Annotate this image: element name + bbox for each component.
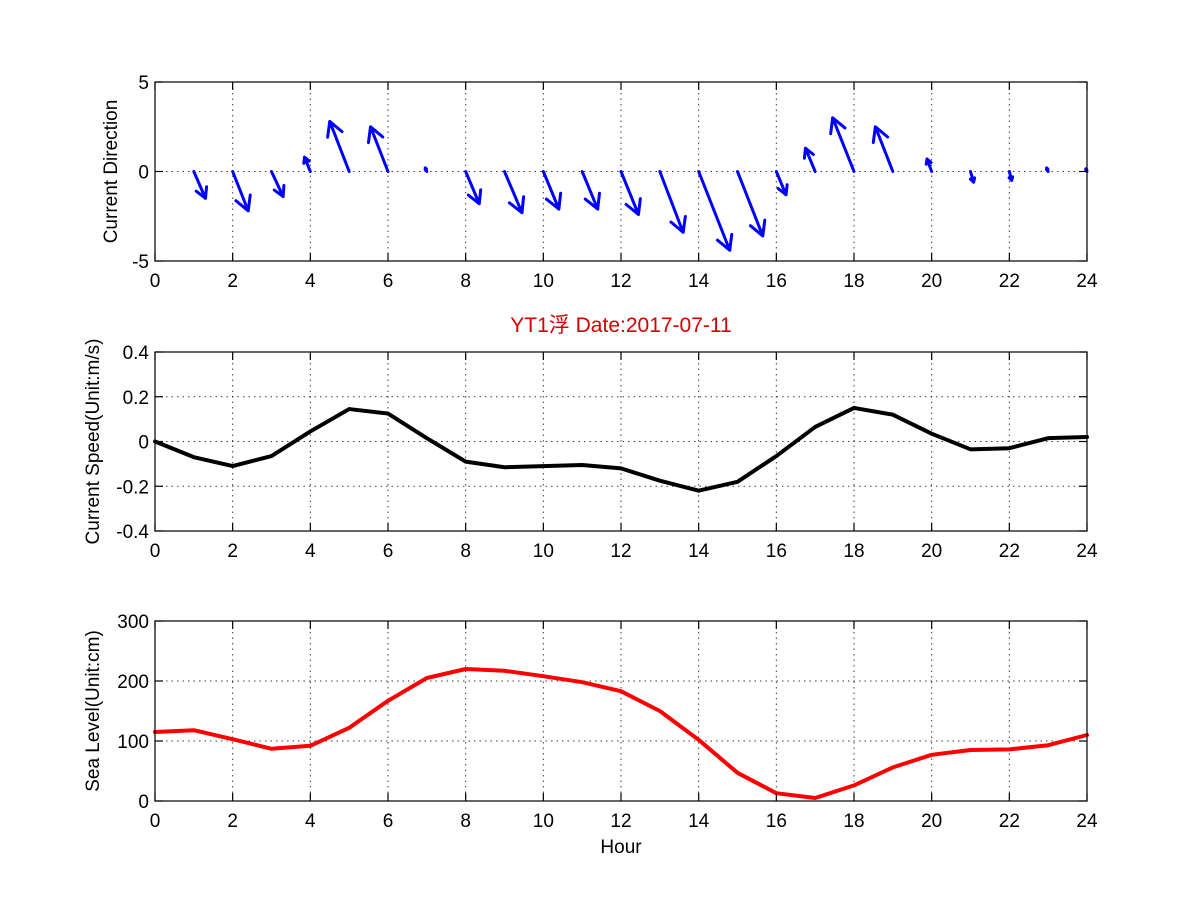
x-tick-label: 16	[766, 811, 787, 832]
x-tick-label: 0	[150, 811, 161, 832]
current-vector-arrow	[302, 155, 312, 173]
current-vector-arrow	[541, 170, 563, 211]
x-tick-label: 16	[766, 271, 787, 292]
x-tick-label: 24	[1076, 811, 1098, 832]
x-tick-label: 12	[610, 811, 631, 832]
x-tick-label: 18	[843, 271, 864, 292]
y-tick-label: 300	[117, 612, 149, 633]
current-vector-arrow	[423, 166, 429, 173]
x-tick-label: 20	[921, 541, 942, 562]
current-vector-arrow	[697, 170, 734, 252]
x-tick-label: 10	[533, 271, 554, 292]
x-tick-label: 12	[610, 541, 631, 562]
x-tick-label: 10	[533, 811, 554, 832]
current-vector-arrow	[270, 170, 286, 199]
current-vector-arrow	[658, 170, 687, 234]
sea-level-series-line	[153, 667, 1089, 800]
x-tick-label: 6	[383, 271, 394, 292]
y-axis-label: Sea Level(Unit:cm)	[83, 630, 104, 792]
x-tick-label: 2	[227, 541, 238, 562]
x-tick-label: 14	[688, 811, 710, 832]
x-tick-label: 0	[150, 271, 161, 292]
x-tick-label: 4	[305, 541, 316, 562]
current-vector-arrow	[829, 116, 856, 173]
x-tick-label: 0	[150, 541, 161, 562]
current-vector-arrow	[326, 119, 351, 173]
x-tick-label: 8	[460, 271, 471, 292]
y-axis-label: Current Speed(Unit:m/s)	[83, 339, 104, 545]
current-vector-arrow	[736, 170, 767, 238]
x-tick-label: 2	[227, 271, 238, 292]
chart-title: YT1浮 Date:2017-07-11	[510, 314, 731, 337]
x-axis-label: Hour	[600, 837, 642, 858]
y-tick-label: 0	[138, 433, 149, 454]
x-tick-label: 18	[843, 811, 864, 832]
x-tick-label: 14	[688, 541, 710, 562]
x-tick-label: 4	[305, 811, 316, 832]
x-tick-label: 20	[921, 271, 942, 292]
current-vector-arrow	[464, 170, 483, 206]
x-tick-label: 12	[610, 271, 631, 292]
y-tick-label: 5	[138, 73, 149, 94]
current-vector-arrow	[503, 170, 526, 215]
x-tick-label: 16	[766, 541, 787, 562]
current-vector-arrow	[619, 170, 642, 216]
x-tick-label: 4	[305, 271, 316, 292]
y-tick-label: 0	[138, 163, 149, 184]
x-tick-label: 8	[460, 811, 471, 832]
x-tick-label: 24	[1076, 541, 1098, 562]
current-vector-arrow	[580, 170, 601, 211]
current-vector-arrow	[774, 170, 789, 197]
x-tick-label: 20	[921, 811, 942, 832]
x-tick-label: 6	[383, 811, 394, 832]
x-tick-label: 22	[999, 811, 1020, 832]
x-tick-label: 2	[227, 811, 238, 832]
current-speed-series-line	[153, 405, 1089, 493]
x-tick-label: 22	[999, 271, 1020, 292]
current-vector-arrow	[366, 125, 390, 173]
current-vector-arrow	[802, 146, 817, 173]
current-vector-arrow	[924, 157, 934, 173]
y-tick-label: -5	[132, 252, 149, 273]
y-tick-label: -0.4	[116, 522, 149, 543]
y-axis-label: Current Direction	[101, 100, 122, 244]
current-vector-arrow	[192, 170, 209, 200]
y-tick-label: 0.2	[123, 388, 149, 409]
x-tick-label: 14	[688, 271, 710, 292]
x-tick-label: 8	[460, 541, 471, 562]
y-tick-label: 100	[117, 732, 149, 753]
current-vector-arrow	[871, 125, 895, 173]
current-speed-panel: 0 2 4 6 8 10 12 14 16 18 20 22 240.40.20-0.2-0.4 YT1…	[83, 314, 1098, 562]
y-tick-label: 200	[117, 672, 149, 693]
y-tick-label: 0	[138, 792, 149, 813]
x-tick-label: 18	[843, 541, 864, 562]
x-tick-label: 24	[1076, 271, 1098, 292]
y-tick-label: -0.2	[116, 477, 149, 498]
current-vector-arrow	[231, 170, 252, 213]
x-tick-label: 22	[999, 541, 1020, 562]
x-tick-label: 6	[383, 541, 394, 562]
y-tick-label: 0.4	[123, 343, 150, 364]
x-tick-label: 10	[533, 541, 554, 562]
current-vector-arrow	[1007, 170, 1015, 182]
current-vector-arrow	[1044, 166, 1050, 173]
current-vector-arrow	[968, 170, 977, 184]
